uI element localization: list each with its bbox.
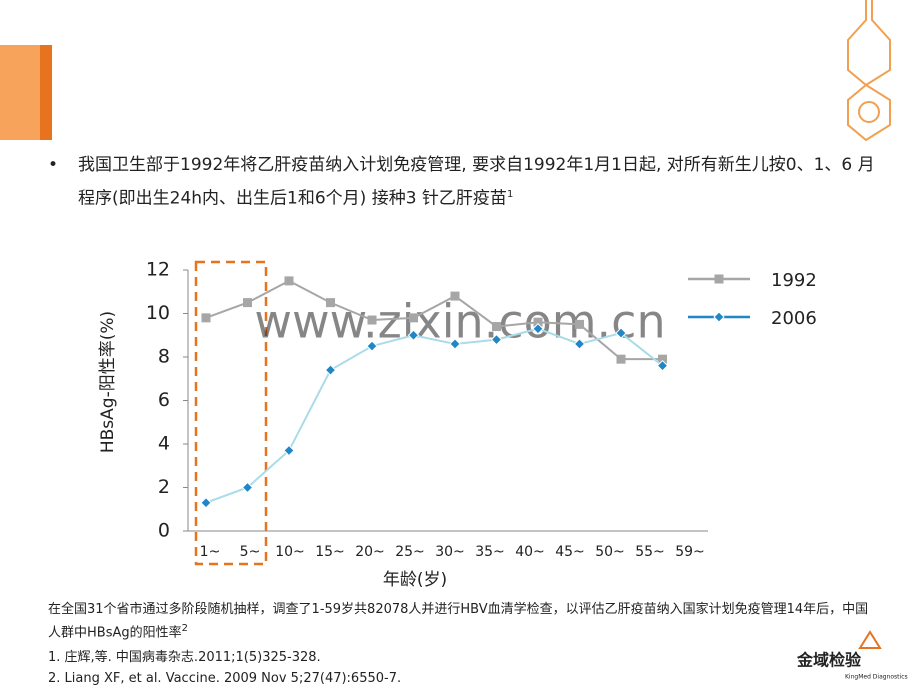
x-tick-label: 1~ [200, 544, 221, 560]
marker [450, 291, 460, 301]
marker [616, 354, 626, 364]
marker [490, 333, 503, 346]
references: 1. 庄辉,等. 中国病毒杂志.2011;1(5)325-328. 2. Lia… [48, 647, 401, 689]
legend-label: 2006 [771, 308, 817, 329]
footnote-ref: 1 [506, 189, 514, 200]
header-decoration [40, 45, 52, 140]
x-tick-label: 40~ [515, 544, 545, 560]
marker [658, 354, 667, 364]
marker [713, 311, 725, 323]
x-tick-label: 59~ [675, 544, 705, 560]
marker [714, 274, 724, 284]
marker [326, 298, 335, 308]
logo-mark [858, 630, 882, 649]
x-tick-label: 15~ [315, 544, 345, 560]
reference: 2. Liang XF, et al. Vaccine. 2009 Nov 5;… [48, 671, 402, 686]
marker [615, 327, 627, 339]
logo-text: 金域检验 [796, 651, 862, 670]
marker [284, 276, 294, 286]
footnote-ref: 2 [181, 623, 188, 634]
note-text: 在全国31个省市通过多阶段随机抽样，调查了1-59岁共82078人并进行HBV血… [48, 602, 869, 641]
x-tick-label: 45~ [555, 544, 585, 560]
y-tick-label: 8 [158, 346, 170, 368]
x-axis-title: 年龄(岁) [383, 570, 447, 590]
header-decoration [0, 45, 52, 140]
y-tick-label: 2 [158, 476, 170, 498]
marker [283, 444, 295, 457]
x-tick-label: 10~ [275, 544, 305, 560]
marker [573, 338, 586, 350]
reference: 1. 庄辉,等. 中国病毒杂志.2011;1(5)325-328. [48, 650, 321, 665]
y-tick-label: 10 [146, 302, 170, 324]
x-tick-label: 35~ [475, 544, 505, 560]
marker [200, 497, 212, 509]
x-tick-label: 5~ [240, 544, 261, 560]
marker [492, 322, 501, 332]
marker [449, 338, 461, 350]
x-tick-label: 30~ [435, 544, 465, 560]
marker [241, 481, 254, 494]
series-line [205, 279, 663, 361]
y-tick-label: 4 [158, 433, 170, 455]
watermark: www.zixin.com.cn [254, 295, 665, 349]
x-tick-label: 50~ [595, 544, 625, 560]
x-tick-label: 20~ [355, 544, 385, 560]
bullet: • 我国卫生部于1992年将乙肝疫苗纳入计划免疫管理, 要求自1992年1月1日起… [48, 155, 875, 209]
marker [407, 329, 420, 341]
series-line [205, 327, 664, 504]
logo-subtext: KingMed Diagnostics [845, 674, 908, 681]
y-tick-label: 0 [158, 520, 170, 542]
x-tick-label: 25~ [395, 544, 425, 560]
legend-label: 1992 [771, 270, 817, 291]
y-tick-label: 6 [158, 389, 170, 411]
marker [243, 298, 252, 308]
marker [367, 315, 377, 325]
x-tick-label: 55~ [635, 544, 665, 560]
y-tick-label: 12 [146, 259, 170, 281]
marker [201, 313, 211, 323]
logo-icon [847, 0, 891, 142]
marker [656, 359, 669, 372]
marker [324, 364, 337, 376]
marker [533, 317, 543, 327]
marker [532, 323, 544, 335]
bullet-text: 我国卫生部于1992年将乙肝疫苗纳入计划免疫管理, 要求自1992年1月1日起,… [78, 155, 875, 209]
marker [409, 313, 418, 323]
y-axis-title: HBsAg-阳性率(%) [98, 311, 118, 453]
marker [366, 340, 378, 352]
highlight-box [194, 260, 268, 566]
note: 在全国31个省市通过多阶段随机抽样，调查了1-59岁共82078人并进行HBV血… [48, 600, 878, 642]
marker [575, 319, 584, 329]
